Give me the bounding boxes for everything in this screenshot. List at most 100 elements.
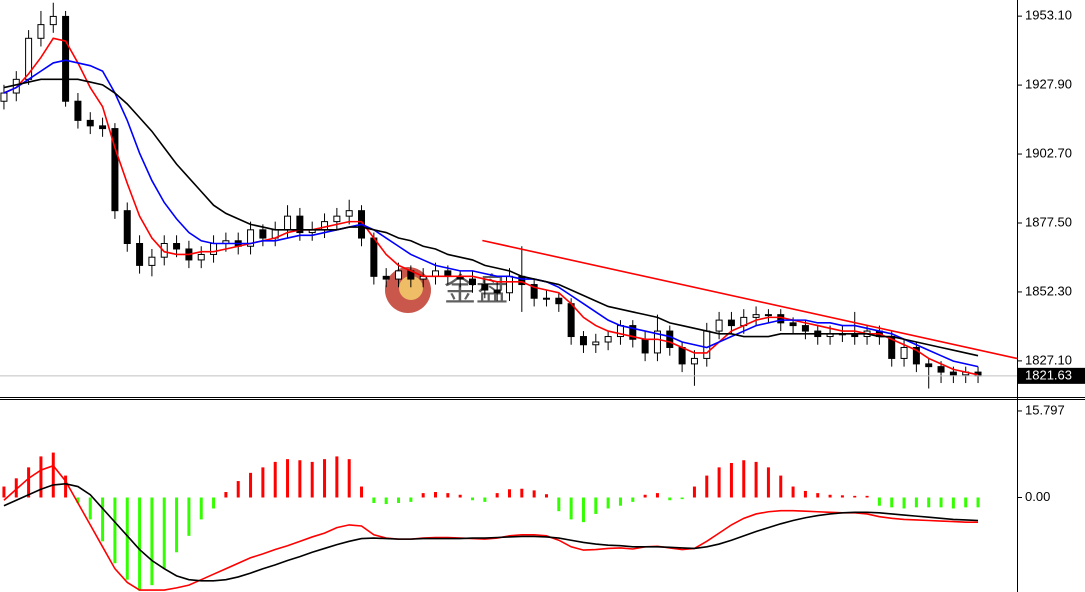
histogram-bar — [113, 497, 117, 564]
histogram-bar — [446, 493, 450, 498]
candle-body — [579, 336, 587, 346]
histogram-bar — [927, 497, 931, 508]
y-tick-label: 1852.30 — [1025, 283, 1072, 298]
histogram-bar — [507, 489, 511, 498]
histogram-bar — [680, 497, 684, 500]
candle-body — [555, 297, 563, 305]
candle-body — [296, 215, 304, 234]
histogram-bar — [742, 460, 746, 498]
histogram-bar — [890, 497, 894, 508]
candle-body — [801, 325, 809, 332]
candle-body — [530, 284, 538, 299]
histogram-bar — [594, 497, 598, 514]
histogram-bar — [76, 497, 80, 503]
candle-body — [247, 229, 255, 247]
candle-body — [382, 275, 390, 280]
y-tick-label: 1953.10 — [1025, 8, 1072, 23]
histogram-bar — [483, 497, 487, 502]
histogram-bar — [64, 475, 68, 498]
candle-body — [333, 215, 341, 223]
candle-body — [49, 15, 57, 26]
histogram-bar — [51, 452, 55, 498]
histogram-bar — [902, 497, 906, 509]
candle-body — [641, 338, 649, 354]
candle-body — [764, 314, 772, 317]
candle-body — [690, 357, 698, 365]
y-tick-label: 1902.70 — [1025, 145, 1072, 160]
histogram-bar — [976, 497, 980, 508]
candle-body — [284, 215, 292, 231]
histogram-bar — [273, 461, 277, 498]
histogram-bar — [470, 497, 474, 501]
histogram-bar — [729, 462, 733, 498]
histogram-bar — [298, 460, 302, 498]
histogram-bar — [335, 456, 339, 498]
histogram-bar — [199, 497, 203, 520]
histogram-bar — [347, 459, 351, 498]
candle-body — [370, 237, 378, 277]
histogram-bar — [88, 497, 92, 520]
candle-body — [444, 270, 452, 277]
candle-body — [727, 319, 735, 327]
watermark-logo — [399, 276, 423, 300]
histogram-bar — [187, 497, 191, 536]
candle-body — [74, 100, 82, 121]
candle-body — [678, 346, 686, 365]
candle-body — [789, 322, 797, 327]
histogram-bar — [14, 478, 18, 498]
histogram-bar — [951, 497, 955, 509]
histogram-bar — [261, 467, 265, 498]
histogram-bar — [249, 472, 253, 498]
candle-body — [210, 243, 218, 255]
candle-body — [542, 297, 550, 300]
candle-body — [493, 289, 501, 294]
candle-body — [505, 275, 513, 294]
histogram-bar — [286, 459, 290, 498]
candle-body — [912, 346, 920, 365]
y-tick-label: 0.00 — [1025, 489, 1050, 504]
candle-body — [715, 319, 723, 332]
line-series — [3, 37, 979, 376]
last-price-box — [1018, 367, 1085, 384]
histogram-bar — [643, 494, 647, 498]
candle-body — [173, 243, 181, 250]
candle-body — [604, 336, 612, 343]
histogram-bar — [717, 467, 721, 498]
candle-body — [468, 278, 476, 286]
candle-body — [62, 15, 70, 102]
histogram-bar — [779, 475, 783, 498]
candle-body — [703, 330, 711, 359]
histogram-bar — [212, 497, 216, 509]
candle-body — [653, 330, 661, 354]
candle-body — [666, 330, 674, 348]
histogram-bar — [631, 497, 635, 502]
candle-body — [321, 221, 329, 231]
candle-body — [148, 256, 156, 266]
histogram-bar — [434, 492, 438, 498]
histogram-bar — [853, 495, 857, 498]
histogram-bar — [175, 497, 179, 553]
candle-body — [99, 125, 107, 130]
histogram-bar — [692, 486, 696, 498]
histogram-bar — [39, 456, 43, 498]
histogram-bar — [2, 486, 6, 498]
y-tick-label: 1927.90 — [1025, 77, 1072, 92]
histogram-bar — [101, 497, 105, 542]
histogram-bar — [360, 486, 364, 498]
candle-body — [123, 210, 131, 245]
candle-body — [111, 128, 119, 212]
histogram-bar — [705, 475, 709, 498]
histogram-bar — [655, 493, 659, 498]
line-series — [3, 59, 979, 368]
histogram-bar — [877, 497, 881, 506]
histogram-bar — [409, 497, 413, 502]
line-series — [3, 464, 979, 591]
candle-body — [629, 325, 637, 340]
histogram-bar — [162, 497, 166, 569]
histogram-bar — [150, 497, 154, 586]
histogram-bar — [865, 495, 869, 498]
histogram-bar — [532, 490, 536, 498]
candle-body — [432, 270, 440, 277]
candle-body — [345, 210, 353, 217]
